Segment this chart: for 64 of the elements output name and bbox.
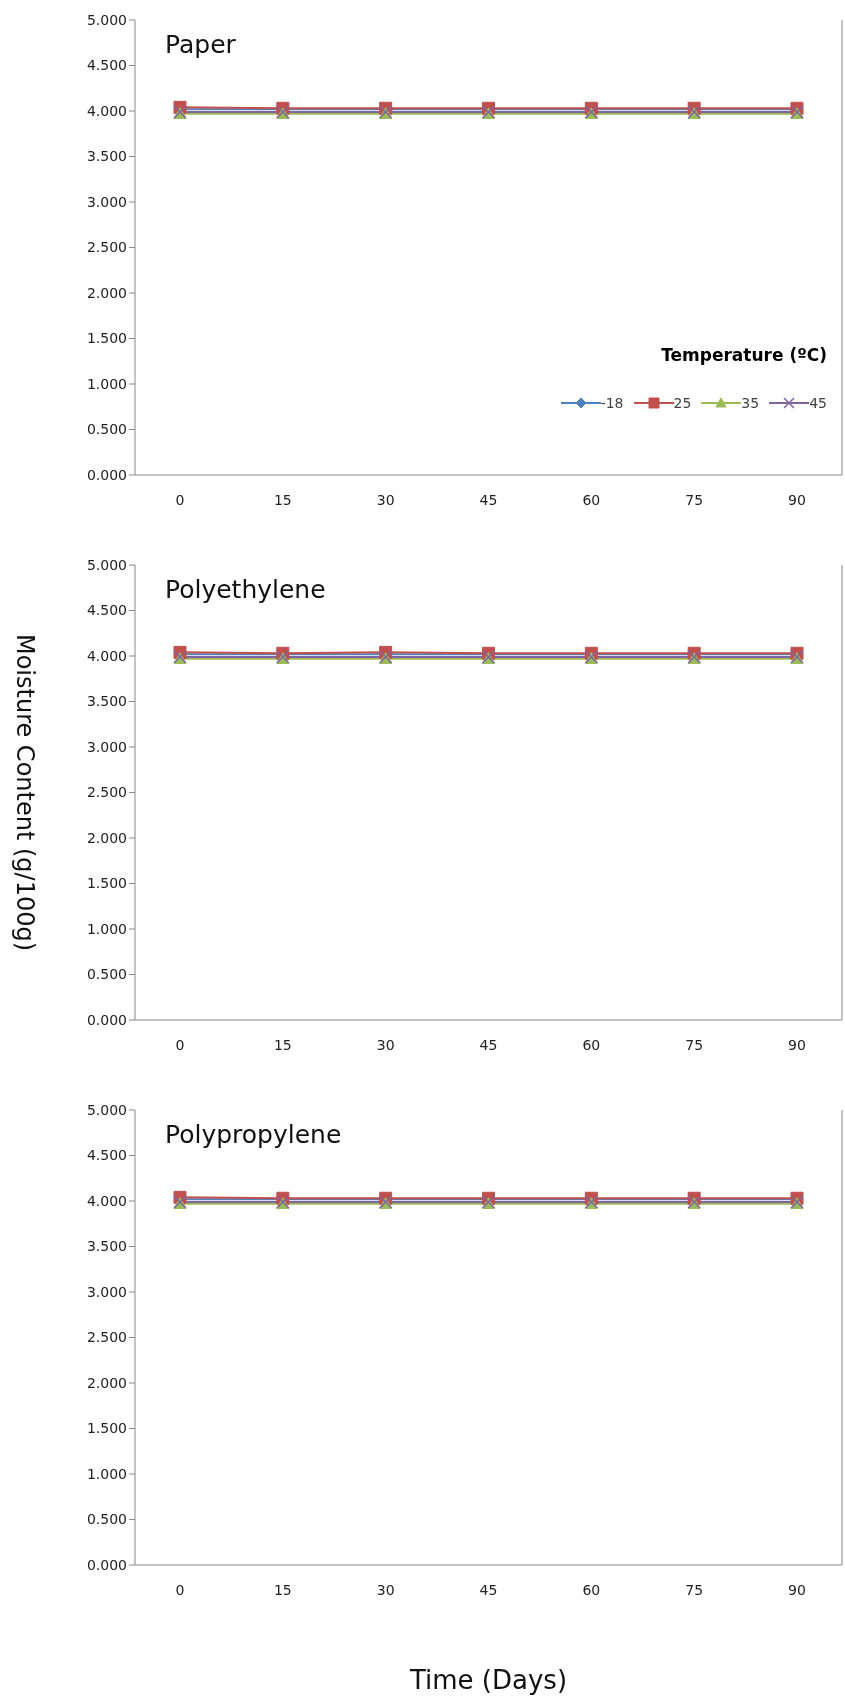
y-tick-label: 4.000 [86, 647, 127, 664]
y-tick-label: 3.000 [86, 1283, 127, 1300]
y-tick-label: 1.500 [86, 875, 127, 892]
x-tick-label: 75 [685, 1581, 704, 1598]
x-tick-label: 0 [175, 491, 185, 508]
y-tick-label: 1.000 [86, 1465, 127, 1482]
y-tick-label: 2.500 [86, 1329, 127, 1346]
x-tick-label: 0 [175, 1581, 185, 1598]
x-tick-label: 75 [685, 491, 704, 508]
x-tick-label: 90 [788, 491, 806, 508]
y-tick-label: 3.000 [86, 193, 127, 210]
x-tick-label: 30 [376, 491, 395, 508]
y-tick-label: 2.000 [86, 1374, 127, 1391]
chart-title: Polyethylene [165, 575, 326, 604]
x-tick-label: 60 [582, 491, 601, 508]
y-tick-label: 3.500 [86, 148, 127, 165]
y-tick-label: 2.500 [86, 239, 127, 256]
y-tick-label: 4.500 [86, 1147, 127, 1164]
y-tick-label: 1.000 [86, 375, 127, 392]
x-tick-label: 45 [479, 491, 498, 508]
y-tick-label: 4.500 [86, 57, 127, 74]
chart-title: Polypropylene [165, 1120, 342, 1149]
y-tick-label: 0.500 [86, 421, 127, 438]
x-tick-label: 60 [582, 1581, 601, 1598]
x-tick-label: 45 [479, 1036, 498, 1053]
y-tick-label: 0.000 [86, 466, 127, 483]
legend-label: -18 [599, 395, 624, 411]
y-tick-label: 4.500 [86, 602, 127, 619]
legend-label: 25 [672, 395, 692, 411]
x-tick-label: 60 [582, 1036, 601, 1053]
y-tick-label: 3.000 [86, 738, 127, 755]
x-tick-label: 15 [273, 1036, 292, 1053]
x-tick-label: 90 [788, 1581, 806, 1598]
legend-title: Temperature (ºC) [660, 345, 827, 365]
y-axis-title: Moisture Content (g/100g) [11, 633, 40, 952]
y-tick-label: 4.000 [86, 1192, 127, 1209]
y-tick-label: 5.000 [86, 11, 127, 28]
x-tick-label: 30 [376, 1036, 395, 1053]
legend-label: 35 [740, 395, 760, 411]
y-tick-label: 0.500 [86, 966, 127, 983]
x-tick-label: 0 [175, 1036, 185, 1053]
y-tick-label: 1.500 [86, 330, 127, 347]
y-tick-label: 2.500 [86, 784, 127, 801]
y-tick-label: 0.500 [86, 1511, 127, 1528]
y-tick-label: 0.000 [86, 1011, 127, 1028]
legend-label: 45 [808, 395, 827, 411]
y-tick-label: 1.500 [86, 1420, 127, 1437]
x-tick-label: 30 [376, 1581, 395, 1598]
y-tick-label: 3.500 [86, 693, 127, 710]
y-tick-label: 1.000 [86, 920, 127, 937]
x-tick-label: 75 [685, 1036, 704, 1053]
chart-title: Paper [165, 30, 236, 59]
x-tick-label: 15 [273, 1581, 292, 1598]
y-tick-label: 4.000 [86, 102, 127, 119]
y-tick-label: 5.000 [86, 1101, 127, 1118]
y-tick-label: 5.000 [86, 556, 127, 573]
y-tick-label: 2.000 [86, 829, 127, 846]
x-tick-label: 45 [479, 1581, 498, 1598]
x-axis-title: Time (Days) [408, 1665, 568, 1695]
y-tick-label: 2.000 [86, 284, 127, 301]
x-tick-label: 90 [788, 1036, 806, 1053]
y-tick-label: 3.500 [86, 1238, 127, 1255]
x-tick-label: 15 [273, 491, 292, 508]
y-tick-label: 0.000 [86, 1556, 127, 1573]
